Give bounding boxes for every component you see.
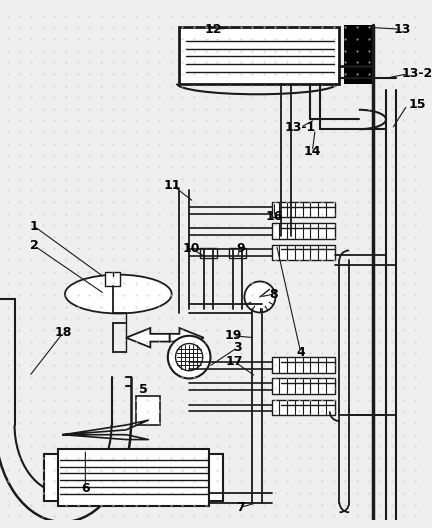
Text: 6: 6 [81, 482, 90, 495]
Bar [272, 400, 335, 416]
Text: 14: 14 [304, 145, 321, 158]
Bar [44, 454, 58, 501]
Bar [272, 244, 335, 260]
Text: 5: 5 [139, 383, 148, 395]
Polygon shape [170, 328, 203, 347]
Bar [229, 249, 246, 258]
Text: 4: 4 [296, 346, 305, 359]
Text: 9: 9 [236, 242, 245, 255]
Text: 13-2: 13-2 [401, 68, 432, 80]
Text: 16: 16 [266, 210, 283, 223]
Bar [105, 272, 120, 286]
Circle shape [245, 281, 276, 313]
Bar [179, 27, 340, 83]
Bar [136, 396, 160, 425]
Text: 2: 2 [29, 239, 38, 252]
Bar [272, 357, 335, 373]
Ellipse shape [65, 275, 172, 314]
Bar [200, 249, 217, 258]
Bar [344, 25, 373, 83]
Polygon shape [126, 328, 170, 347]
Bar [272, 202, 335, 218]
Text: 19: 19 [224, 329, 241, 342]
Bar [209, 454, 223, 501]
Text: 13: 13 [394, 23, 411, 36]
Text: 13-1: 13-1 [285, 121, 316, 134]
Text: 7: 7 [236, 501, 245, 514]
Text: 10: 10 [182, 242, 200, 255]
Text: 18: 18 [54, 326, 72, 340]
Text: 15: 15 [408, 98, 426, 111]
Bar [272, 223, 335, 239]
Circle shape [168, 336, 210, 379]
Circle shape [175, 344, 203, 371]
Text: 12: 12 [205, 23, 222, 36]
Text: 11: 11 [164, 179, 181, 192]
Bar [272, 379, 335, 394]
Text: 3: 3 [233, 341, 242, 354]
Text: 1: 1 [29, 220, 38, 233]
Bar [58, 449, 209, 505]
Text: 8: 8 [269, 288, 278, 300]
Text: 17: 17 [226, 355, 244, 369]
